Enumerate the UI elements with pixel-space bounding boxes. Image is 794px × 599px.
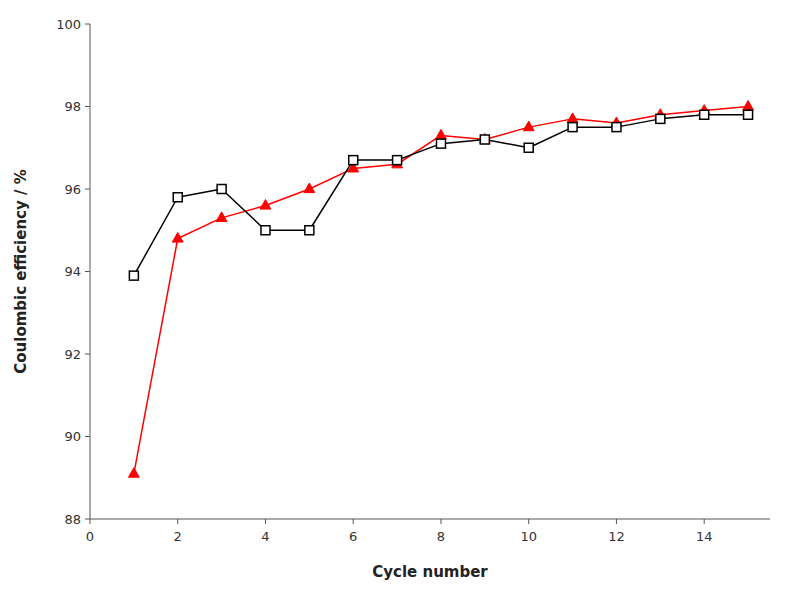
marker-square [656,114,665,123]
y-tick [85,106,90,107]
y-tick-label: 88 [64,512,81,527]
marker-square [568,123,577,132]
marker-triangle [304,183,315,193]
series [128,101,753,478]
x-axis-label: Cycle number [372,563,488,581]
marker-square [305,226,314,235]
y-axis-label: Coulombic efficiency / % [12,169,30,373]
x-tick [265,519,266,524]
x-tick [177,519,178,524]
x-tick-label: 2 [174,529,182,544]
y-tick [85,189,90,190]
y-tick [85,519,90,520]
marker-triangle [567,113,578,123]
marker-square [129,271,138,280]
marker-square [744,110,753,119]
chart: 0 2 4 6 8 10 12 14 88 90 92 94 96 98 100 Cycle number Co… [0,0,794,599]
marker-triangle [436,129,447,139]
y-tick-label: 98 [64,99,81,114]
y-tick [85,24,90,25]
marker-triangle [216,212,227,222]
x-tick-label: 0 [86,529,94,544]
x-tick-label: 10 [520,529,537,544]
plot-area [128,101,753,478]
marker-square [261,226,270,235]
axes: 0 2 4 6 8 10 12 14 88 90 92 94 96 98 100 [56,17,770,545]
marker-square [173,193,182,202]
x-tick [528,519,529,524]
marker-square [612,123,621,132]
marker-square [480,135,489,144]
x-tick-label: 6 [349,529,357,544]
x-tick-label: 4 [261,529,269,544]
marker-square [436,139,445,148]
y-tick-label: 92 [64,347,81,362]
marker-square [700,110,709,119]
y-tick-label: 96 [64,182,81,197]
x-tick [616,519,617,524]
line [134,107,748,474]
marker-triangle [479,134,490,144]
line [134,115,748,276]
x-tick [440,519,441,524]
marker-triangle [260,200,271,210]
series [129,110,752,280]
x-tick-label: 12 [608,529,625,544]
y-tick [85,436,90,437]
marker-triangle [128,468,139,478]
marker-triangle [172,233,183,243]
y-tick [85,271,90,272]
x-tick-label: 8 [437,529,445,544]
marker-square [393,156,402,165]
marker-square [349,156,358,165]
x-axis-line [90,519,770,520]
y-tick-label: 94 [64,264,81,279]
marker-triangle [743,101,754,111]
x-tick-label: 14 [696,529,713,544]
marker-square [524,143,533,152]
y-tick [85,354,90,355]
x-tick [90,519,91,524]
chart-container: 0 2 4 6 8 10 12 14 88 90 92 94 96 98 100 Cycle number Co… [0,0,794,599]
marker-square [217,185,226,194]
y-tick-label: 100 [56,17,81,32]
marker-triangle [523,121,534,131]
x-tick [704,519,705,524]
y-tick-label: 90 [64,429,81,444]
x-tick [353,519,354,524]
